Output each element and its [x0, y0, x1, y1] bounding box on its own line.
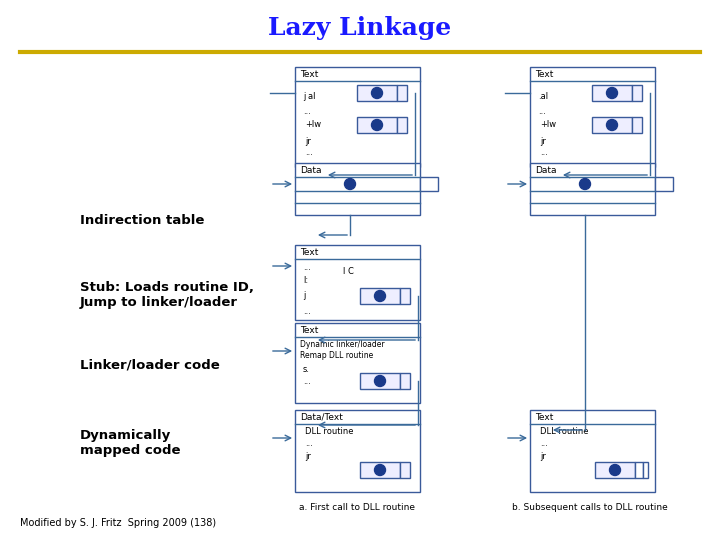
Text: DLL routine: DLL routine: [540, 427, 588, 436]
Text: j: j: [303, 291, 305, 300]
Text: Modified by S. J. Fritz  Spring 2009 (138): Modified by S. J. Fritz Spring 2009 (138…: [20, 518, 216, 528]
Bar: [295, 163, 420, 215]
Circle shape: [374, 291, 385, 301]
Text: ...: ...: [540, 148, 548, 157]
Text: ...: ...: [303, 307, 311, 316]
Text: Text: Text: [300, 326, 318, 335]
Bar: [295, 245, 420, 320]
Text: Stub: Loads routine ID,
Jump to linker/loader: Stub: Loads routine ID, Jump to linker/l…: [80, 281, 254, 309]
Text: jr: jr: [305, 452, 311, 461]
Circle shape: [344, 179, 356, 190]
Text: jr: jr: [540, 452, 546, 461]
Bar: [635, 462, 643, 478]
Bar: [295, 410, 420, 492]
Bar: [592, 85, 632, 101]
Bar: [295, 67, 420, 167]
Circle shape: [580, 179, 590, 190]
Text: ...: ...: [538, 107, 546, 116]
Text: +lw: +lw: [540, 120, 556, 129]
Text: Data/Text: Data/Text: [300, 413, 343, 422]
Text: jr: jr: [305, 137, 311, 146]
Circle shape: [372, 119, 382, 131]
Text: ...: ...: [305, 148, 313, 157]
Text: ...: ...: [303, 263, 311, 272]
Text: a. First call to DLL routine: a. First call to DLL routine: [299, 503, 415, 512]
Bar: [295, 323, 420, 403]
Text: .al: .al: [538, 92, 548, 101]
Text: jr: jr: [540, 137, 546, 146]
Text: Text: Text: [300, 70, 318, 79]
Bar: [530, 163, 655, 215]
Bar: [397, 85, 407, 101]
Text: Lazy Linkage: Lazy Linkage: [269, 16, 451, 40]
Bar: [360, 462, 400, 478]
Bar: [592, 117, 632, 133]
Text: j al: j al: [303, 92, 315, 101]
Text: Indirection table: Indirection table: [80, 213, 204, 226]
Circle shape: [374, 375, 385, 387]
Text: Dynamically
mapped code: Dynamically mapped code: [80, 429, 181, 457]
Text: ...: ...: [303, 107, 311, 116]
Text: s.: s.: [303, 365, 310, 374]
Bar: [397, 117, 407, 133]
Bar: [530, 410, 655, 492]
Bar: [655, 177, 673, 191]
Bar: [400, 462, 410, 478]
Bar: [632, 117, 642, 133]
Bar: [400, 373, 410, 389]
Bar: [632, 85, 642, 101]
Text: b. Subsequent calls to DLL routine: b. Subsequent calls to DLL routine: [512, 503, 668, 512]
Text: DLL routine: DLL routine: [305, 427, 354, 436]
Text: Text: Text: [300, 248, 318, 257]
Bar: [643, 462, 648, 478]
Bar: [357, 117, 397, 133]
Text: Text: Text: [535, 70, 554, 79]
Text: Remap DLL routine: Remap DLL routine: [300, 351, 373, 360]
Text: l:: l:: [303, 276, 308, 285]
Bar: [360, 288, 400, 304]
Bar: [357, 85, 397, 101]
Bar: [400, 288, 410, 304]
Circle shape: [610, 464, 621, 476]
Circle shape: [374, 464, 385, 476]
Text: l C: l C: [343, 267, 354, 276]
Bar: [360, 373, 400, 389]
Text: ...: ...: [540, 439, 548, 448]
Text: Linker/loader code: Linker/loader code: [80, 359, 220, 372]
Bar: [420, 177, 438, 191]
Text: Data: Data: [535, 166, 557, 175]
Text: +lw: +lw: [305, 120, 321, 129]
Circle shape: [606, 119, 618, 131]
Text: Data: Data: [300, 166, 322, 175]
Circle shape: [372, 87, 382, 98]
Text: ...: ...: [303, 377, 311, 386]
Text: Dynamic linker/loader: Dynamic linker/loader: [300, 340, 384, 349]
Circle shape: [606, 87, 618, 98]
Bar: [595, 462, 635, 478]
Text: ...: ...: [305, 439, 313, 448]
Bar: [530, 67, 655, 167]
Text: Text: Text: [535, 413, 554, 422]
